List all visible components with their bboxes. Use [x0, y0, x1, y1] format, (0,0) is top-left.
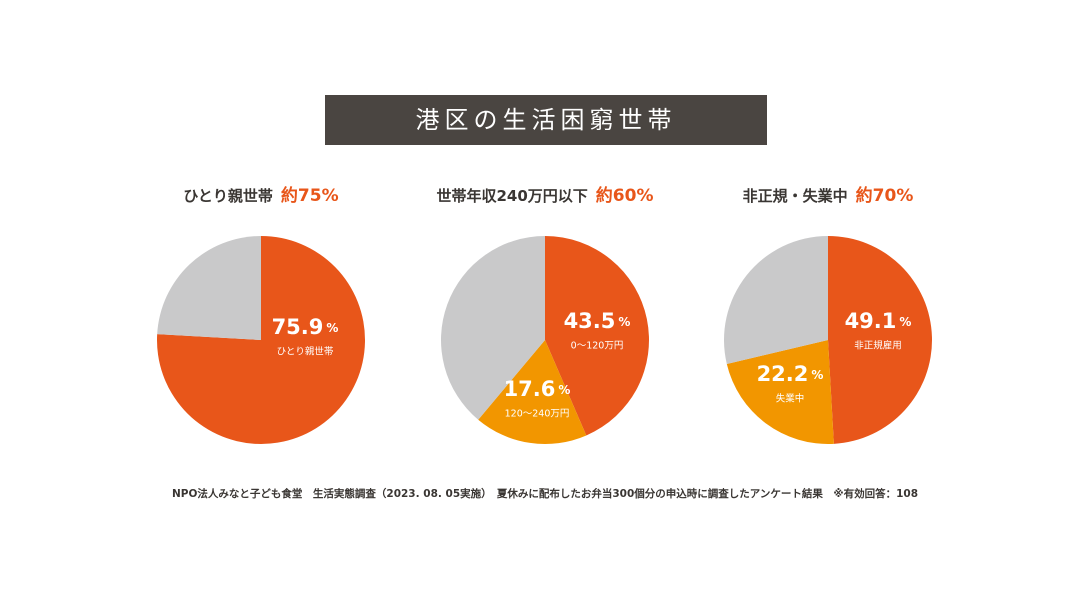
chart-title: ひとり親世帯	[183, 187, 273, 205]
value-label: 75.9%	[272, 315, 339, 339]
slice-label: ひとり親世帯	[277, 346, 334, 358]
slice-label: 0〜120万円	[571, 341, 624, 352]
chart-heading: ひとり親世帯 約75%	[183, 185, 338, 206]
chart-title: 非正規・失業中	[743, 187, 848, 205]
slice-label: 120〜240万円	[505, 409, 570, 420]
headline: 約75%	[281, 185, 339, 206]
chart-title: 世帯年収240万円以下	[436, 187, 587, 205]
pie-slice	[157, 236, 261, 340]
pie-slice	[440, 236, 545, 420]
title-box	[325, 95, 767, 145]
title: 港区の生活困窮世帯	[416, 106, 677, 134]
value-label: 49.1%	[845, 309, 912, 333]
source-note: NPO法人みなと子ども食堂 生活実態調査（2023. 08. 05実施） 夏休み…	[172, 487, 918, 500]
value-label: 17.6%	[504, 377, 571, 401]
value-label: 43.5%	[564, 309, 631, 333]
pie-slice	[478, 340, 587, 444]
chart-heading: 非正規・失業中 約70%	[743, 185, 914, 206]
slice-label: 非正規雇用	[854, 340, 902, 352]
slice-label: 失業中	[776, 393, 805, 405]
chart-heading: 世帯年収240万円以下 約60%	[436, 185, 653, 206]
pie-slice	[724, 236, 828, 364]
pie-slice	[156, 236, 366, 445]
value-label: 22.2%	[757, 362, 824, 386]
pie-slice	[545, 236, 650, 436]
pie-slice	[726, 340, 834, 444]
headline: 約70%	[856, 185, 914, 206]
pie-slice	[828, 236, 933, 444]
headline: 約60%	[596, 185, 654, 206]
